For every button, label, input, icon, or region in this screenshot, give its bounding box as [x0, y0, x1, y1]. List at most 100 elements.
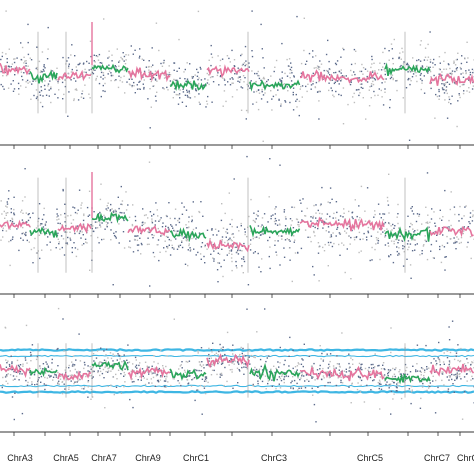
- data-point-light: [0, 200, 2, 202]
- data-point: [437, 386, 439, 389]
- data-point-light: [208, 347, 210, 350]
- data-point: [292, 87, 295, 89]
- data-point: [199, 103, 201, 105]
- data-point: [217, 230, 220, 232]
- data-point: [361, 83, 363, 85]
- data-point-light: [375, 237, 378, 239]
- data-point-light: [313, 230, 315, 233]
- data-point: [371, 55, 373, 58]
- panel-top: [0, 10, 474, 149]
- data-point: [212, 243, 215, 246]
- data-point: [461, 55, 463, 57]
- data-point-light: [432, 375, 434, 377]
- data-point: [469, 212, 472, 214]
- data-point: [467, 241, 469, 244]
- data-point-light: [299, 88, 301, 90]
- data-point: [350, 81, 352, 83]
- data-point: [436, 234, 438, 236]
- data-point: [205, 364, 208, 366]
- data-point-light: [23, 56, 25, 58]
- data-point: [220, 265, 222, 268]
- data-point-light: [401, 239, 403, 242]
- x-tick-label: ChrC1: [183, 453, 209, 463]
- data-point-light: [110, 79, 112, 82]
- data-point: [427, 70, 429, 72]
- data-point: [251, 55, 254, 58]
- data-point-light: [150, 66, 153, 68]
- data-point: [187, 249, 189, 251]
- data-point-light: [254, 236, 256, 239]
- data-point: [248, 66, 250, 68]
- data-point: [181, 241, 183, 243]
- data-point-light: [99, 374, 101, 377]
- data-point: [201, 242, 204, 244]
- data-point: [101, 222, 103, 224]
- data-point: [248, 356, 250, 358]
- data-point-light: [198, 210, 200, 213]
- data-point: [259, 377, 261, 379]
- data-point: [41, 218, 44, 221]
- data-point-light: [207, 381, 209, 384]
- data-point: [174, 88, 176, 90]
- data-point-light: [293, 235, 295, 237]
- data-point-light: [253, 356, 255, 358]
- data-point: [274, 244, 276, 246]
- data-point: [27, 219, 30, 222]
- data-point: [395, 390, 397, 392]
- data-point-light: [453, 60, 455, 62]
- data-point: [129, 240, 131, 242]
- data-point: [134, 366, 137, 368]
- data-point: [13, 212, 15, 214]
- data-point-light: [382, 219, 385, 221]
- data-point-light: [121, 203, 123, 206]
- data-point: [86, 60, 88, 63]
- data-point-light: [303, 17, 305, 19]
- data-point-light: [448, 375, 450, 377]
- data-point-light: [376, 72, 379, 75]
- data-point: [34, 384, 36, 386]
- data-point-light: [161, 71, 163, 73]
- data-point: [173, 229, 175, 232]
- data-point: [99, 224, 101, 226]
- data-point: [384, 73, 386, 76]
- data-point: [312, 265, 314, 268]
- data-point: [330, 235, 333, 238]
- data-point-light: [210, 241, 213, 243]
- data-point-light: [35, 80, 37, 82]
- data-point: [200, 79, 203, 81]
- data-point: [244, 231, 246, 233]
- data-point: [194, 399, 196, 402]
- data-point: [154, 95, 157, 97]
- data-point-light: [133, 238, 136, 241]
- data-point: [267, 239, 269, 242]
- data-point-light: [423, 244, 425, 246]
- data-point: [437, 357, 439, 359]
- data-point-light: [426, 258, 429, 261]
- data-point-light: [92, 225, 94, 227]
- data-point-light: [398, 247, 400, 249]
- data-point: [82, 97, 85, 99]
- data-point: [191, 220, 193, 223]
- data-point: [123, 60, 125, 62]
- data-point: [18, 365, 20, 368]
- data-point: [36, 355, 39, 358]
- data-point-light: [298, 363, 300, 365]
- data-point: [323, 220, 325, 223]
- segment-trace-pink: [206, 238, 250, 253]
- data-point-light: [73, 99, 75, 102]
- data-point-light: [250, 230, 252, 232]
- data-point-light: [313, 204, 315, 207]
- data-point: [464, 365, 467, 367]
- data-point: [28, 73, 30, 75]
- data-point: [411, 210, 413, 212]
- data-point-light: [390, 240, 393, 242]
- data-point: [207, 364, 209, 366]
- data-point: [107, 57, 109, 59]
- data-point-light: [30, 360, 32, 362]
- data-point: [283, 211, 285, 213]
- data-point: [151, 222, 154, 224]
- data-point: [143, 59, 145, 61]
- data-point-light: [49, 74, 51, 76]
- data-point: [109, 210, 111, 212]
- data-point: [288, 355, 290, 357]
